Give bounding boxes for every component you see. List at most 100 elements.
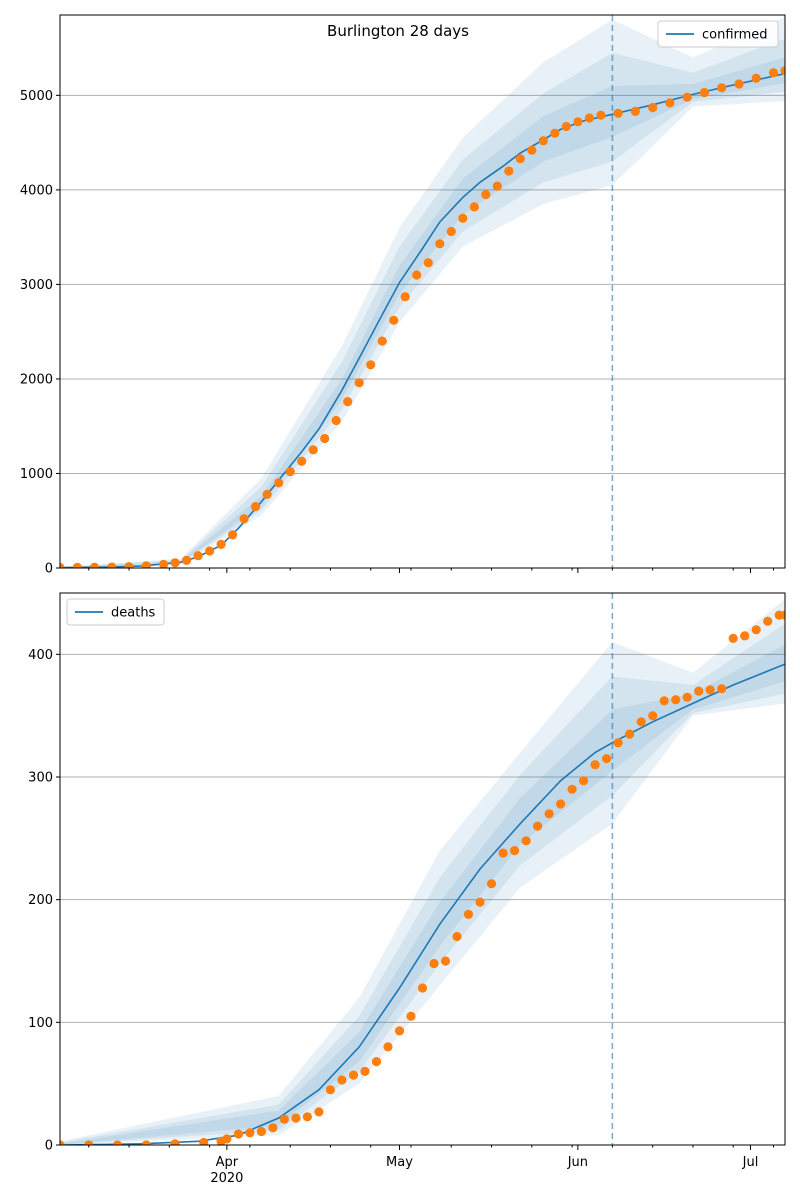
observed-point bbox=[567, 784, 577, 794]
observed-point bbox=[509, 846, 520, 856]
observed-point bbox=[768, 68, 779, 78]
observed-point bbox=[274, 478, 284, 488]
observed-point bbox=[458, 213, 468, 223]
observed-point bbox=[222, 1134, 232, 1144]
observed-point bbox=[613, 108, 623, 118]
observed-point bbox=[492, 181, 502, 191]
observed-point bbox=[262, 489, 272, 499]
observed-point bbox=[584, 113, 595, 123]
x-tick-label: Jul bbox=[742, 1155, 759, 1170]
observed-point bbox=[371, 1057, 382, 1067]
observed-point bbox=[780, 610, 785, 620]
observed-point bbox=[682, 92, 692, 102]
legend: confirmed bbox=[657, 20, 779, 48]
observed-point bbox=[440, 956, 451, 966]
observed-point bbox=[717, 684, 727, 694]
observed-point bbox=[268, 1123, 278, 1133]
observed-point bbox=[561, 121, 571, 132]
uncertainty-band-middle bbox=[60, 623, 785, 1145]
x-tick-sublabel: 2020 bbox=[210, 1171, 243, 1186]
observed-point bbox=[383, 1042, 393, 1052]
observed-point bbox=[498, 848, 508, 858]
observed-point bbox=[463, 909, 474, 920]
observed-point bbox=[538, 136, 548, 146]
axes-frame bbox=[59, 14, 786, 569]
observed-point bbox=[314, 1107, 324, 1117]
observed-point bbox=[245, 1128, 255, 1138]
observed-point bbox=[348, 1070, 359, 1080]
observed-point bbox=[400, 292, 410, 302]
observed-point bbox=[320, 433, 330, 444]
observed-point bbox=[481, 190, 491, 200]
observed-point bbox=[694, 686, 704, 696]
observed-point bbox=[648, 711, 658, 721]
observed-point bbox=[636, 717, 646, 727]
observed-point bbox=[682, 692, 692, 702]
observed-point bbox=[751, 625, 761, 635]
observed-point bbox=[573, 117, 583, 127]
y-tick-label: 400 bbox=[28, 648, 53, 663]
observed-point bbox=[389, 315, 399, 325]
observed-point bbox=[354, 378, 364, 388]
x-tick-label: Apr bbox=[216, 1155, 239, 1170]
observed-point bbox=[141, 561, 151, 568]
observed-point bbox=[60, 562, 65, 568]
legend-label: confirmed bbox=[702, 28, 768, 43]
observed-point bbox=[446, 226, 456, 237]
observed-point bbox=[780, 66, 785, 76]
observed-point bbox=[734, 79, 744, 89]
observed-point bbox=[602, 754, 612, 764]
observed-point bbox=[337, 1075, 347, 1085]
observed-point bbox=[648, 103, 658, 113]
observed-point bbox=[331, 415, 341, 426]
observed-point bbox=[665, 98, 675, 108]
observed-point bbox=[84, 1140, 94, 1145]
observed-point bbox=[740, 631, 750, 641]
y-tick-label: 1000 bbox=[20, 467, 53, 482]
observed-point bbox=[394, 1026, 405, 1036]
y-tick-label: 300 bbox=[28, 771, 53, 786]
observed-point bbox=[533, 821, 543, 831]
observed-point bbox=[302, 1112, 312, 1122]
y-tick-label: 3000 bbox=[20, 278, 53, 293]
observed-point bbox=[452, 931, 462, 942]
observed-point bbox=[550, 128, 560, 138]
y-tick-label: 4000 bbox=[20, 183, 53, 198]
x-tick-label: Jun bbox=[567, 1155, 588, 1170]
observed-point bbox=[527, 145, 537, 155]
observed-point bbox=[279, 1114, 289, 1124]
observed-point bbox=[112, 1140, 123, 1145]
observed-point bbox=[360, 1066, 370, 1076]
observed-point bbox=[297, 456, 307, 466]
observed-point bbox=[504, 166, 514, 176]
figure-title: Burlington 28 days bbox=[327, 22, 469, 40]
observed-point bbox=[107, 562, 117, 568]
observed-point bbox=[556, 799, 566, 809]
observed-point bbox=[429, 958, 439, 969]
y-tick-label: 200 bbox=[28, 893, 53, 908]
observed-point bbox=[544, 809, 554, 819]
y-tick-label: 2000 bbox=[20, 372, 53, 387]
observed-point bbox=[89, 562, 100, 568]
legend: deaths bbox=[66, 598, 165, 626]
uncertainty-band-outer bbox=[60, 16, 785, 568]
observed-point bbox=[72, 562, 82, 568]
observed-point bbox=[233, 1129, 243, 1139]
observed-point bbox=[625, 729, 635, 739]
observed-point bbox=[699, 87, 710, 98]
observed-point bbox=[141, 1140, 151, 1145]
observed-point bbox=[239, 514, 249, 524]
plot-area bbox=[60, 16, 785, 568]
observed-point bbox=[60, 1140, 65, 1145]
observed-point bbox=[486, 879, 497, 889]
y-tick-label: 5000 bbox=[20, 89, 53, 104]
observed-point bbox=[613, 738, 623, 748]
observed-point bbox=[728, 633, 738, 644]
observed-point bbox=[308, 445, 318, 455]
axes-frame bbox=[59, 592, 786, 1146]
observed-point bbox=[751, 73, 761, 83]
uncertainty-band-outer bbox=[60, 599, 785, 1145]
y-tick-label: 0 bbox=[45, 1139, 53, 1154]
